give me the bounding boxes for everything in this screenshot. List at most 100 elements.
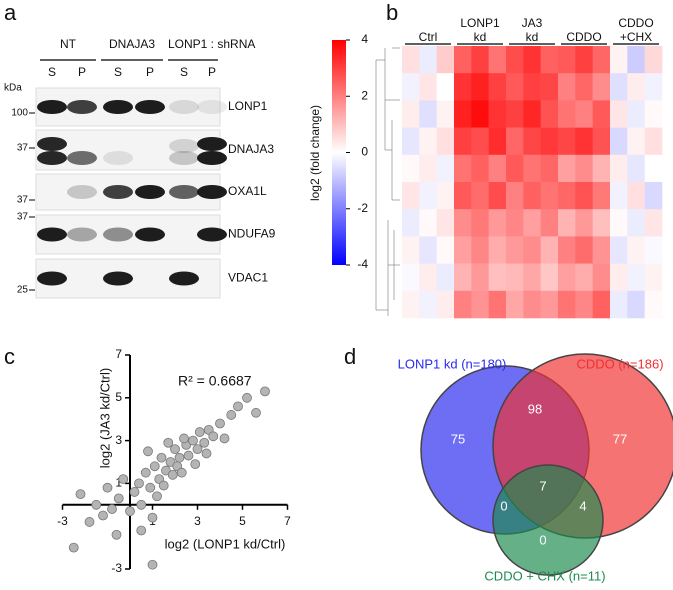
heatmap-cell bbox=[436, 73, 455, 101]
heatmap-cell bbox=[471, 263, 489, 292]
blot-band bbox=[67, 100, 97, 114]
scatter-point bbox=[98, 510, 108, 521]
heatmap-cell bbox=[506, 154, 524, 183]
heatmap-cell bbox=[419, 154, 437, 183]
heatmap-cell bbox=[575, 263, 593, 292]
heatmap-cell bbox=[506, 73, 524, 101]
blot-band bbox=[169, 139, 199, 153]
blot-band bbox=[135, 100, 165, 114]
scatter-point bbox=[190, 459, 201, 470]
heatmap-cell bbox=[488, 209, 507, 237]
scatter-point bbox=[147, 559, 158, 570]
heatmap-cell bbox=[402, 127, 420, 156]
heatmap-cell bbox=[506, 182, 524, 210]
column-label: CDDO bbox=[566, 30, 601, 44]
lane-label: P bbox=[208, 65, 216, 79]
heatmap-cell bbox=[523, 154, 541, 183]
heatmap-cell bbox=[558, 154, 576, 183]
heatmap-cell bbox=[575, 154, 593, 183]
scatter-point bbox=[215, 418, 225, 429]
heatmap-cell bbox=[488, 73, 507, 101]
heatmap-cell bbox=[454, 290, 472, 319]
heatmap-cell bbox=[454, 46, 472, 74]
scatter-point bbox=[163, 437, 174, 448]
blot-band bbox=[37, 100, 67, 114]
blot-band bbox=[135, 185, 165, 199]
heatmap-cell bbox=[419, 127, 437, 156]
column-label: kd bbox=[474, 30, 487, 44]
heatmap-cell bbox=[436, 209, 455, 237]
scatter-point bbox=[201, 448, 212, 459]
heatmap-cell bbox=[402, 236, 420, 264]
heatmap-cell bbox=[436, 290, 455, 319]
heatmap-cell bbox=[471, 209, 489, 237]
x-tick-label: 5 bbox=[239, 514, 246, 528]
heatmap-cell bbox=[540, 263, 559, 292]
scatter-point bbox=[113, 493, 124, 504]
heatmap-cell bbox=[419, 46, 437, 74]
blot-band bbox=[197, 227, 227, 242]
heatmap-cell bbox=[610, 290, 628, 319]
blot-band bbox=[37, 227, 67, 242]
blot-band bbox=[103, 227, 133, 242]
y-tick-label: 1 bbox=[115, 476, 122, 490]
scatter-point bbox=[145, 482, 156, 493]
scatter-point bbox=[226, 410, 237, 420]
heatmap-cell bbox=[540, 236, 559, 264]
heatmap-cell bbox=[488, 46, 507, 74]
venn-count: 0 bbox=[539, 532, 546, 547]
heatmap-cell bbox=[402, 209, 420, 237]
x-axis-label: log2 (LONP1 kd/Ctrl) bbox=[165, 536, 286, 551]
heatmap-cell bbox=[610, 127, 628, 156]
heatmap-cell bbox=[523, 127, 541, 156]
scatter-point bbox=[170, 444, 180, 455]
heatmap-cell bbox=[558, 290, 576, 319]
heatmap-cell bbox=[506, 290, 524, 319]
blot-band bbox=[169, 151, 199, 165]
heatmap-cell bbox=[523, 263, 541, 292]
heatmap-cell bbox=[627, 209, 645, 237]
venn-set-label: CDDO + CHX (n=11) bbox=[484, 568, 605, 583]
heatmap-cell bbox=[558, 73, 576, 101]
blot-band bbox=[135, 227, 165, 242]
heatmap-cell bbox=[644, 154, 663, 183]
venn-circle bbox=[492, 464, 604, 576]
colorbar bbox=[332, 40, 346, 265]
scatter-point bbox=[143, 446, 153, 457]
heatmap-cell bbox=[540, 73, 559, 101]
heatmap-cell bbox=[402, 290, 420, 319]
heatmap-cell bbox=[644, 263, 663, 292]
heatmap-cell bbox=[523, 290, 541, 319]
panel-label: b bbox=[386, 0, 398, 25]
venn-count: 75 bbox=[451, 431, 465, 446]
heatmap-cell bbox=[592, 127, 611, 156]
heatmap-cell bbox=[610, 154, 628, 183]
dendrogram bbox=[375, 47, 400, 316]
scatter-point bbox=[107, 504, 117, 514]
scatter-point bbox=[75, 489, 86, 500]
scatter-point bbox=[199, 437, 210, 448]
column-label: +CHX bbox=[620, 30, 652, 44]
heatmap-cell bbox=[402, 46, 420, 74]
heatmap-cell bbox=[454, 100, 472, 128]
colorbar-tick-label: 4 bbox=[361, 32, 368, 46]
venn-count: 0 bbox=[500, 498, 507, 513]
annotation: R² = 0.6687 bbox=[178, 373, 252, 389]
heatmap-cell bbox=[644, 236, 663, 264]
heatmap-cell bbox=[644, 46, 663, 74]
scatter-point bbox=[260, 386, 270, 397]
heatmap-cell bbox=[488, 263, 507, 292]
heatmap-cell bbox=[575, 290, 593, 319]
blot-panel bbox=[35, 129, 221, 171]
column-label: kd bbox=[526, 30, 539, 44]
heatmap-cell bbox=[644, 73, 663, 101]
heatmap-cell bbox=[540, 290, 559, 319]
heatmap-cell bbox=[419, 100, 437, 128]
scatter-point bbox=[149, 461, 160, 472]
heatmap-cell bbox=[540, 154, 559, 183]
lane-label: S bbox=[114, 65, 122, 79]
heatmap-cell bbox=[471, 100, 489, 128]
heatmap-cell bbox=[436, 236, 455, 264]
heatmap-cell bbox=[575, 236, 593, 264]
